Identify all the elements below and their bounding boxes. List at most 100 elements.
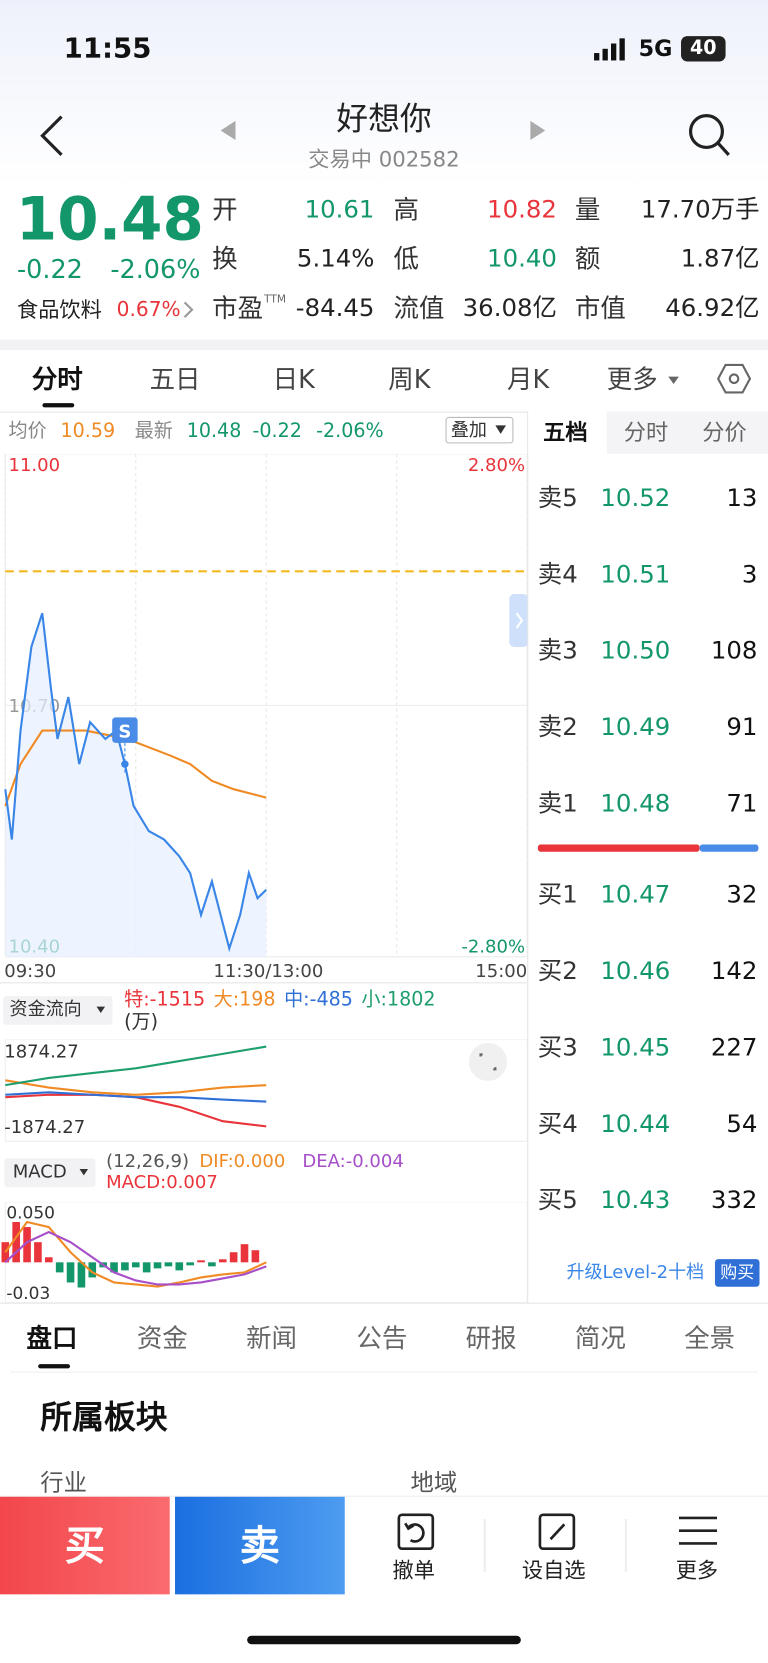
- avg-line: [4, 729, 267, 807]
- cancel-button[interactable]: 撤单: [392, 1557, 435, 1583]
- book-volume: 71: [726, 790, 758, 818]
- flow-line: [5, 1079, 267, 1096]
- field-label: 量: [574, 195, 601, 225]
- search-button[interactable]: [687, 112, 732, 159]
- price-area: [5, 613, 267, 957]
- detail-tab[interactable]: 全景: [684, 1323, 736, 1354]
- field-label: 流值: [393, 293, 445, 324]
- sector-name[interactable]: 食品饮料: [16, 297, 102, 323]
- next-stock[interactable]: [528, 120, 546, 141]
- book-label: 卖2: [537, 713, 578, 742]
- macd-bar: [229, 1252, 238, 1263]
- macd-params: (12,26,9): [106, 1150, 189, 1173]
- book-tab[interactable]: 分时: [623, 420, 669, 446]
- intraday-chart: 09:3011:30/13:0015:0011.0010.7010.402.80…: [4, 454, 528, 982]
- field-label: 换: [212, 243, 238, 274]
- network: 5G: [638, 36, 673, 62]
- dropdown-arrow: [96, 1006, 106, 1014]
- y-tick-label: -0.03: [6, 1284, 50, 1303]
- industry-label: 行业: [40, 1470, 87, 1497]
- detail-tab[interactable]: 盘口: [26, 1323, 78, 1354]
- detail-tab[interactable]: 简况: [574, 1323, 626, 1354]
- upgrade-link[interactable]: 升级Level-2十档: [566, 1262, 705, 1284]
- pct-tick-label: 2.80%: [468, 455, 525, 476]
- stock-status: 交易中 002582: [308, 146, 460, 172]
- macd-bar: [88, 1262, 97, 1278]
- back-button[interactable]: [38, 115, 66, 157]
- divider: [10, 1371, 758, 1373]
- macd-bar: [251, 1250, 260, 1263]
- header-bg: [0, 0, 768, 186]
- price-change: -0.22: [16, 254, 83, 285]
- watch-icon: [538, 1513, 576, 1551]
- settings-icon[interactable]: [717, 363, 752, 395]
- flow-line: [5, 1045, 267, 1087]
- period-tab[interactable]: 月K: [507, 364, 550, 395]
- separator: [0, 339, 768, 351]
- legend-label: 最新: [134, 420, 173, 443]
- dea-line: [4, 1230, 267, 1286]
- buy-button[interactable]: 买: [0, 1496, 170, 1595]
- flow-selector[interactable]: 资金流向: [3, 996, 113, 1025]
- watch-button[interactable]: 设自选: [521, 1557, 586, 1583]
- fullscreen-button[interactable]: [468, 1042, 508, 1081]
- signal-marker-bg: [112, 717, 138, 743]
- field-label: 高: [393, 195, 420, 225]
- book-tab[interactable]: 五档: [543, 420, 588, 446]
- field-label: 低: [393, 243, 420, 274]
- sell-button[interactable]: 卖: [175, 1496, 345, 1595]
- book-tab[interactable]: 分价: [702, 420, 747, 446]
- macd-bar: [186, 1262, 194, 1266]
- detail-tab[interactable]: 资金: [136, 1323, 188, 1354]
- book-label: 买2: [537, 957, 578, 986]
- dropdown-arrow: [495, 425, 506, 434]
- tab-indicator: [42, 403, 75, 408]
- book-price: 10.51: [600, 561, 671, 589]
- flow-unit: (万): [124, 1010, 159, 1034]
- macd-bar: [218, 1259, 227, 1263]
- book-volume: 3: [741, 561, 758, 589]
- period-tab[interactable]: 分时: [31, 364, 83, 395]
- divider: [483, 1519, 486, 1573]
- flow-selector-text: 资金流向: [9, 999, 82, 1021]
- flow-legend: 特:-1515 大:198 中:-485 小:1802: [124, 988, 444, 1011]
- stock-name: 好想你: [336, 100, 432, 138]
- signal-icon: [594, 38, 625, 61]
- macd-bar: [121, 1262, 129, 1271]
- overlay-text: 叠加: [450, 420, 487, 442]
- chevron: [183, 301, 194, 318]
- macd-bar: [208, 1262, 216, 1267]
- book-tab-active: [528, 411, 607, 455]
- more-button[interactable]: 更多: [675, 1557, 719, 1583]
- detail-tab[interactable]: 研报: [465, 1323, 517, 1354]
- flow-chart: 1874.27 -1874.27: [4, 1039, 528, 1142]
- field-label: 开: [212, 195, 238, 225]
- period-tab[interactable]: 五日: [149, 364, 201, 395]
- flow-line: [5, 1091, 267, 1103]
- field-value: 5.14%: [296, 245, 375, 273]
- legend-value: -0.22: [252, 420, 302, 443]
- book-label: 卖3: [537, 637, 578, 666]
- book-price: 10.49: [600, 713, 671, 742]
- macd-bar: [197, 1260, 205, 1263]
- divider: [0, 1302, 768, 1304]
- macd-bar: [55, 1262, 64, 1273]
- overlay-button[interactable]: 叠加: [445, 416, 514, 444]
- detail-tab[interactable]: 公告: [356, 1323, 408, 1354]
- expand-handle[interactable]: [509, 594, 529, 648]
- book-price: 10.52: [600, 484, 671, 513]
- y-tick-label: 1874.27: [4, 1042, 79, 1063]
- period-tab[interactable]: 日K: [272, 364, 315, 395]
- legend-entry: 中:-485: [284, 988, 353, 1011]
- buy-level2-button[interactable]: 购买: [714, 1259, 760, 1287]
- field-value: 46.92亿: [665, 294, 760, 323]
- macd-bar: [142, 1262, 151, 1273]
- price-change-pct: -2.06%: [110, 254, 201, 285]
- prev-stock[interactable]: [220, 120, 238, 141]
- macd-selector[interactable]: MACD: [4, 1158, 96, 1188]
- period-tab[interactable]: 更多: [606, 364, 658, 395]
- plot-frame: [4, 1039, 528, 1142]
- macd-dif: DIF:0.000: [199, 1150, 286, 1173]
- period-tab[interactable]: 周K: [388, 364, 431, 395]
- detail-tab[interactable]: 新闻: [246, 1323, 298, 1354]
